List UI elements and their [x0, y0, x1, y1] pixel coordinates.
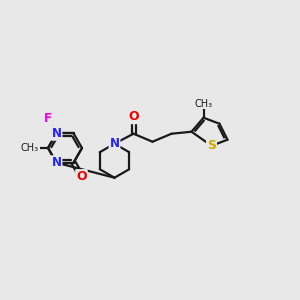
Text: CH₃: CH₃	[194, 99, 213, 109]
Text: CH₃: CH₃	[21, 143, 39, 153]
Text: O: O	[76, 170, 87, 183]
Text: N: N	[52, 156, 61, 169]
Text: N: N	[110, 137, 119, 150]
Text: S: S	[207, 139, 216, 152]
Text: O: O	[128, 110, 139, 123]
Text: N: N	[52, 127, 61, 140]
Text: F: F	[44, 112, 52, 125]
